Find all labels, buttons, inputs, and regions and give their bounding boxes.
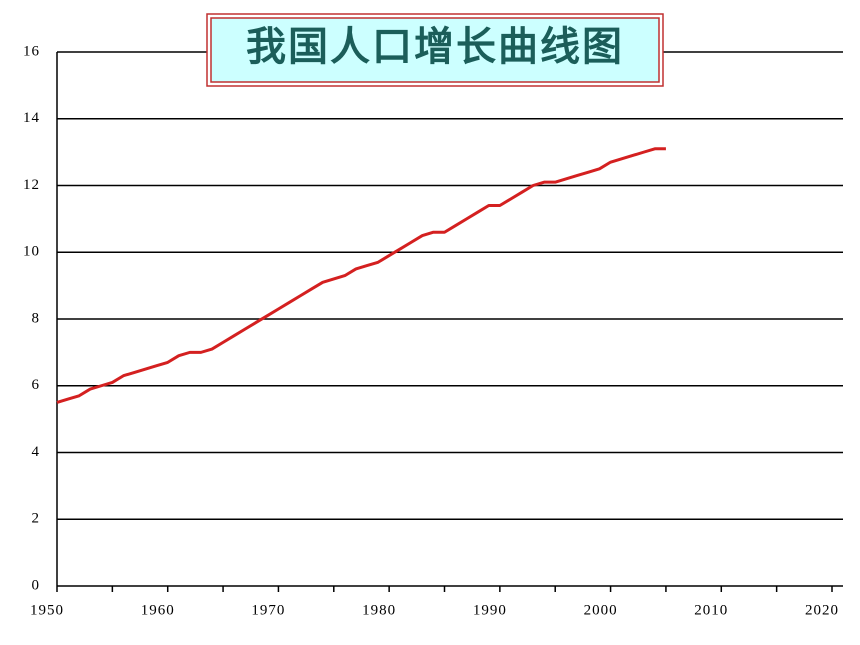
x-tick-label: 1980 bbox=[362, 602, 396, 618]
x-tick-label: 1960 bbox=[141, 602, 175, 618]
y-tick-label: 6 bbox=[32, 377, 41, 393]
y-tick-label: 4 bbox=[32, 444, 41, 460]
grid bbox=[56, 51, 843, 592]
title-background bbox=[210, 17, 660, 83]
y-tick-label: 14 bbox=[23, 110, 40, 126]
x-tick-label: 2000 bbox=[584, 602, 618, 618]
x-tick-label: 2020 bbox=[805, 602, 839, 618]
y-tick-label: 8 bbox=[32, 310, 41, 326]
chart-title: 我国人口增长曲线图 bbox=[246, 23, 624, 70]
y-tick-label: 16 bbox=[23, 43, 40, 59]
y-tick-label: 2 bbox=[32, 511, 41, 527]
x-tick-label: 1990 bbox=[473, 602, 507, 618]
line bbox=[56, 147, 666, 404]
x-tick-label: 1950 bbox=[30, 602, 64, 618]
y-tick-label: 12 bbox=[23, 177, 40, 193]
title-box: 我国人口增长曲线图 bbox=[206, 13, 664, 87]
y-tick-label: 10 bbox=[23, 244, 40, 260]
x-tick-label: 2010 bbox=[694, 602, 728, 618]
x-tick-label: 1970 bbox=[251, 602, 285, 618]
y-tick-label: 0 bbox=[32, 577, 41, 593]
